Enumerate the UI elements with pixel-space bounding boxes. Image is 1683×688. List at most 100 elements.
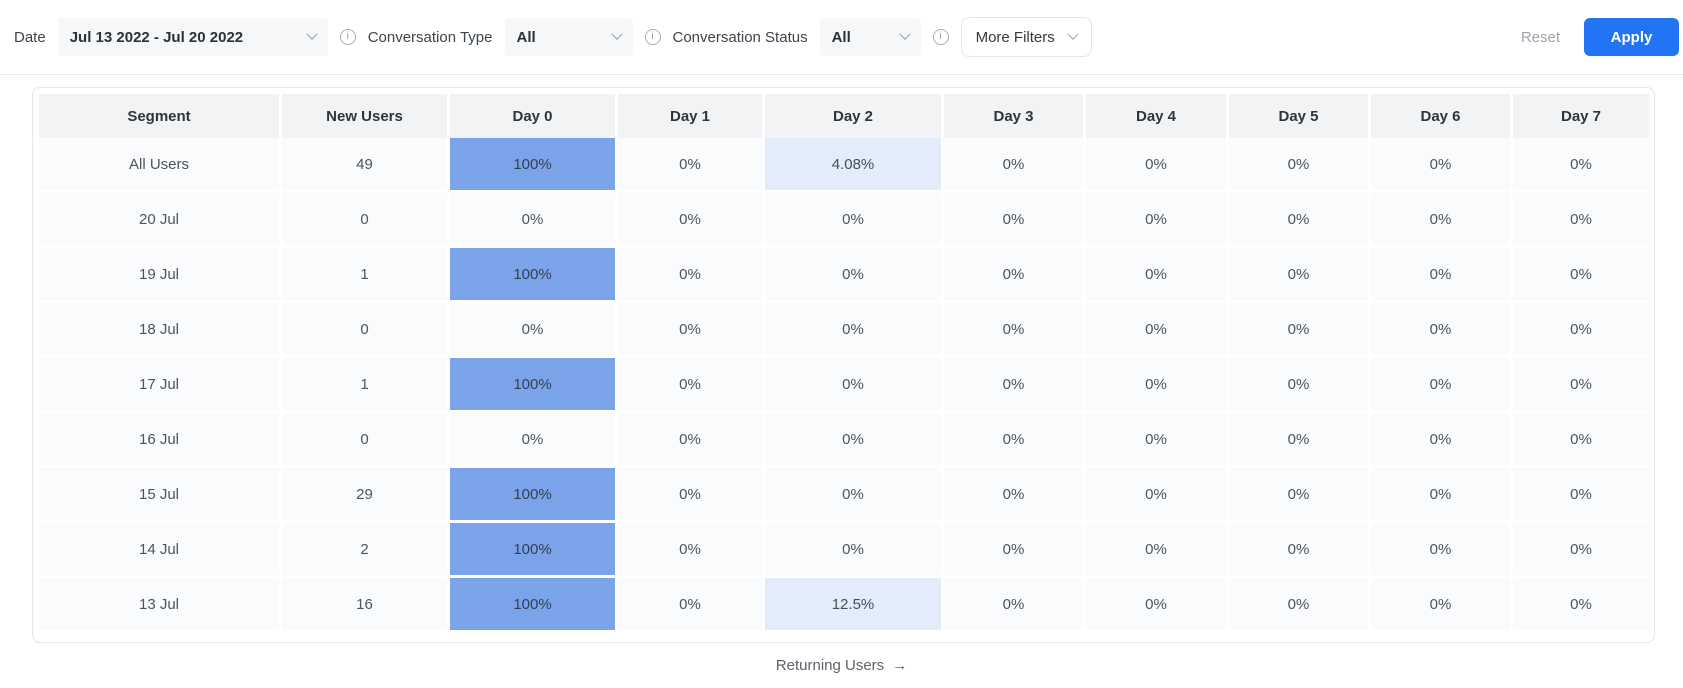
day-2-cell: 4.08% <box>765 138 941 190</box>
day-4-cell: 0% <box>1086 468 1226 520</box>
day-3-cell: 0% <box>944 523 1083 575</box>
column-header-day-6: Day 6 <box>1371 94 1510 138</box>
day-7-cell: 0% <box>1513 523 1649 575</box>
more-filters-label: More Filters <box>975 28 1055 46</box>
table-row: 19 Jul 1 100% 0% 0% 0% 0% 0% 0% 0% <box>39 248 1649 300</box>
column-header-day-4: Day 4 <box>1086 94 1226 138</box>
day-7-cell: 0% <box>1513 303 1649 355</box>
segment-cell: 20 Jul <box>39 193 279 245</box>
day-5-cell: 0% <box>1229 523 1368 575</box>
day-5-cell: 0% <box>1229 138 1368 190</box>
column-header-day-0: Day 0 <box>450 94 615 138</box>
chevron-down-icon <box>610 28 623 40</box>
more-filters-button[interactable]: More Filters <box>960 17 1092 57</box>
day-3-cell: 0% <box>944 248 1083 300</box>
day-0-cell: 100% <box>450 248 615 300</box>
day-3-cell: 0% <box>944 468 1083 520</box>
day-0-cell: 100% <box>450 358 615 410</box>
day-6-cell: 0% <box>1371 578 1510 630</box>
column-header-day-3: Day 3 <box>944 94 1083 138</box>
day-3-cell: 0% <box>944 578 1083 630</box>
column-header-day-5: Day 5 <box>1229 94 1368 138</box>
column-header-segment: Segment <box>39 94 279 138</box>
day-6-cell: 0% <box>1371 413 1510 465</box>
day-3-cell: 0% <box>944 138 1083 190</box>
column-header-day-7: Day 7 <box>1513 94 1649 138</box>
day-0-cell: 100% <box>450 578 615 630</box>
day-3-cell: 0% <box>944 303 1083 355</box>
apply-button[interactable]: Apply <box>1584 18 1679 56</box>
new-users-cell: 2 <box>282 523 447 575</box>
day-2-cell: 0% <box>765 413 941 465</box>
new-users-cell: 0 <box>282 193 447 245</box>
segment-cell: 19 Jul <box>39 248 279 300</box>
day-0-cell: 100% <box>450 523 615 575</box>
table-row: 16 Jul 0 0% 0% 0% 0% 0% 0% 0% 0% <box>39 413 1649 465</box>
conversation-status-info-icon[interactable] <box>932 29 949 45</box>
day-5-cell: 0% <box>1229 193 1368 245</box>
day-6-cell: 0% <box>1371 193 1510 245</box>
day-6-cell: 0% <box>1371 138 1510 190</box>
segment-cell: 18 Jul <box>39 303 279 355</box>
returning-users-link[interactable]: Returning Users → <box>0 657 1683 674</box>
day-4-cell: 0% <box>1086 193 1226 245</box>
arrow-right-icon: → <box>892 657 908 674</box>
day-4-cell: 0% <box>1086 248 1226 300</box>
table-row: 17 Jul 1 100% 0% 0% 0% 0% 0% 0% 0% <box>39 358 1649 410</box>
new-users-cell: 0 <box>282 413 447 465</box>
day-1-cell: 0% <box>618 138 762 190</box>
day-1-cell: 0% <box>618 413 762 465</box>
new-users-cell: 29 <box>282 468 447 520</box>
day-1-cell: 0% <box>618 303 762 355</box>
reset-button[interactable]: Reset <box>1520 28 1560 46</box>
new-users-cell: 16 <box>282 578 447 630</box>
conversation-type-value: All <box>516 28 536 46</box>
day-1-cell: 0% <box>618 358 762 410</box>
day-4-cell: 0% <box>1086 303 1226 355</box>
day-2-cell: 0% <box>765 468 941 520</box>
day-0-cell: 100% <box>450 138 615 190</box>
day-7-cell: 0% <box>1513 358 1649 410</box>
day-3-cell: 0% <box>944 193 1083 245</box>
table-row: All Users 49 100% 0% 4.08% 0% 0% 0% 0% 0% <box>39 138 1649 190</box>
day-7-cell: 0% <box>1513 138 1649 190</box>
table-row: 14 Jul 2 100% 0% 0% 0% 0% 0% 0% 0% <box>39 523 1649 575</box>
day-2-cell: 12.5% <box>765 578 941 630</box>
date-info-icon[interactable] <box>339 29 356 45</box>
segment-cell: 16 Jul <box>39 413 279 465</box>
day-2-cell: 0% <box>765 248 941 300</box>
new-users-cell: 1 <box>282 248 447 300</box>
day-0-cell: 0% <box>450 413 615 465</box>
conversation-status-select[interactable]: All <box>819 18 921 56</box>
day-7-cell: 0% <box>1513 193 1649 245</box>
conversation-status-value: All <box>831 28 851 46</box>
day-6-cell: 0% <box>1371 358 1510 410</box>
day-6-cell: 0% <box>1371 468 1510 520</box>
day-2-cell: 0% <box>765 358 941 410</box>
column-header-day-2: Day 2 <box>765 94 941 138</box>
segment-cell: 14 Jul <box>39 523 279 575</box>
filter-bar: Date Jul 13 2022 - Jul 20 2022 Conversat… <box>0 0 1683 75</box>
segment-cell: 13 Jul <box>39 578 279 630</box>
retention-table: Segment New Users Day 0 Day 1 Day 2 Day 3 Day … <box>32 87 1655 643</box>
day-6-cell: 0% <box>1371 248 1510 300</box>
new-users-cell: 1 <box>282 358 447 410</box>
segment-cell: 15 Jul <box>39 468 279 520</box>
day-0-cell: 0% <box>450 193 615 245</box>
new-users-cell: 49 <box>282 138 447 190</box>
day-7-cell: 0% <box>1513 578 1649 630</box>
day-1-cell: 0% <box>618 523 762 575</box>
day-7-cell: 0% <box>1513 468 1649 520</box>
date-range-select[interactable]: Jul 13 2022 - Jul 20 2022 <box>57 18 328 56</box>
day-5-cell: 0% <box>1229 248 1368 300</box>
conversation-type-select[interactable]: All <box>504 18 633 56</box>
day-1-cell: 0% <box>618 578 762 630</box>
day-6-cell: 0% <box>1371 303 1510 355</box>
day-5-cell: 0% <box>1229 358 1368 410</box>
day-1-cell: 0% <box>618 468 762 520</box>
conversation-type-info-icon[interactable] <box>644 29 661 45</box>
day-6-cell: 0% <box>1371 523 1510 575</box>
day-4-cell: 0% <box>1086 578 1226 630</box>
day-0-cell: 0% <box>450 303 615 355</box>
segment-cell: 17 Jul <box>39 358 279 410</box>
